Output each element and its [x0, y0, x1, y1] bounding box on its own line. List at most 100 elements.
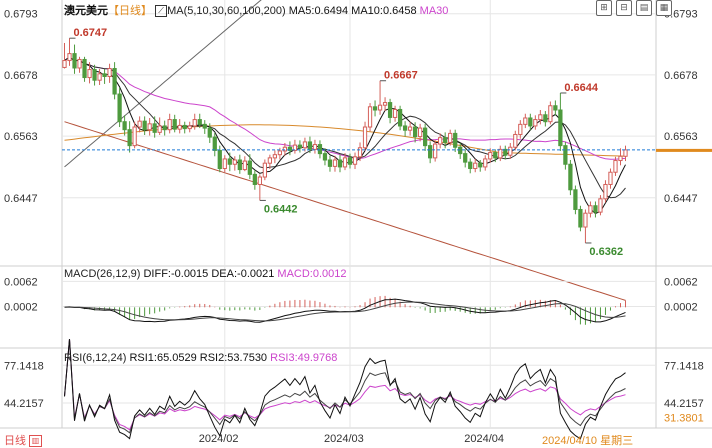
- candle-body[interactable]: [468, 161, 473, 170]
- candle-body[interactable]: [117, 93, 122, 123]
- candle-body[interactable]: [302, 141, 308, 149]
- candle-body[interactable]: [412, 126, 418, 138]
- candle-body[interactable]: [72, 53, 77, 69]
- candle-body[interactable]: [237, 159, 242, 171]
- candle-body[interactable]: [563, 145, 568, 165]
- bar-chart-icon[interactable]: ▥: [29, 435, 43, 448]
- candle-body[interactable]: [327, 159, 333, 167]
- candle-body[interactable]: [137, 120, 142, 128]
- candle-body[interactable]: [272, 154, 278, 159]
- candle-body[interactable]: [62, 60, 67, 68]
- candle-body[interactable]: [292, 144, 298, 151]
- candle-body[interactable]: [312, 144, 318, 150]
- candle-body[interactable]: [488, 152, 493, 160]
- macd-title[interactable]: MACD(26,12,9): [64, 268, 141, 280]
- candle-body[interactable]: [217, 149, 222, 170]
- candle-body[interactable]: [222, 158, 227, 170]
- candle-body[interactable]: [202, 123, 207, 129]
- indicator-icon[interactable]: ▤: [636, 0, 652, 16]
- more-options-icon[interactable]: ▦: [656, 0, 672, 16]
- candle-body[interactable]: [493, 152, 498, 159]
- candle-body[interactable]: [593, 205, 598, 213]
- candle-body[interactable]: [212, 136, 217, 151]
- candle-body[interactable]: [407, 126, 413, 131]
- crosshair-icon[interactable]: ⊞: [596, 0, 612, 16]
- candle-body[interactable]: [207, 127, 212, 138]
- candle-body[interactable]: [167, 119, 172, 131]
- candle-body[interactable]: [463, 153, 468, 163]
- candle-body[interactable]: [392, 108, 398, 118]
- candle-body[interactable]: [583, 212, 588, 228]
- candle-body[interactable]: [157, 125, 162, 133]
- candle-body[interactable]: [608, 171, 613, 185]
- candle-body[interactable]: [528, 117, 533, 127]
- candle-body[interactable]: [397, 108, 403, 127]
- symbol-label[interactable]: 澳元美元: [64, 5, 108, 17]
- candle-body[interactable]: [317, 144, 323, 155]
- candle-body[interactable]: [342, 157, 348, 168]
- candle-body[interactable]: [362, 126, 368, 149]
- ma-settings-icon[interactable]: ⟋: [155, 5, 168, 18]
- candle-body[interactable]: [247, 160, 252, 175]
- candle-body[interactable]: [282, 146, 288, 152]
- candle-body[interactable]: [418, 127, 423, 138]
- candle-body[interactable]: [498, 148, 503, 159]
- candle-body[interactable]: [357, 147, 363, 158]
- candle-body[interactable]: [307, 141, 313, 150]
- candle-body[interactable]: [448, 132, 453, 143]
- candle-body[interactable]: [277, 150, 283, 156]
- candle-body[interactable]: [177, 124, 182, 130]
- candle-body[interactable]: [423, 127, 428, 147]
- candle-body[interactable]: [102, 73, 107, 77]
- candle-body[interactable]: [618, 155, 623, 162]
- candle-body[interactable]: [443, 137, 448, 143]
- candle-body[interactable]: [503, 148, 508, 156]
- candle-body[interactable]: [107, 68, 112, 77]
- candle-body[interactable]: [347, 157, 353, 165]
- candle-body[interactable]: [182, 124, 187, 130]
- candle-body[interactable]: [588, 205, 593, 214]
- candle-body[interactable]: [367, 106, 373, 128]
- candle-body[interactable]: [578, 208, 583, 228]
- candle-body[interactable]: [438, 137, 443, 145]
- candle-body[interactable]: [623, 149, 628, 157]
- candle-body[interactable]: [523, 117, 528, 125]
- candle-body[interactable]: [267, 157, 272, 164]
- candle-body[interactable]: [533, 119, 538, 127]
- candle-body[interactable]: [162, 125, 167, 131]
- candle-body[interactable]: [613, 160, 618, 173]
- candle-body[interactable]: [227, 158, 232, 165]
- candle-body[interactable]: [287, 146, 293, 151]
- candle-body[interactable]: [573, 189, 578, 210]
- candle-body[interactable]: [187, 125, 192, 130]
- candle-body[interactable]: [558, 109, 563, 147]
- candle-body[interactable]: [543, 114, 548, 123]
- candle-body[interactable]: [402, 125, 408, 131]
- candle-body[interactable]: [252, 173, 257, 185]
- candle-body[interactable]: [132, 126, 137, 147]
- candle-body[interactable]: [332, 159, 338, 167]
- candle-body[interactable]: [387, 102, 393, 118]
- candle-body[interactable]: [192, 119, 197, 127]
- candle-body[interactable]: [122, 121, 127, 131]
- candle-body[interactable]: [568, 163, 573, 191]
- candle-body[interactable]: [372, 106, 378, 111]
- rsi-title[interactable]: RSI(6,12,24): [64, 352, 127, 364]
- candle-body[interactable]: [262, 162, 267, 178]
- candle-body[interactable]: [97, 73, 102, 81]
- candle-body[interactable]: [82, 58, 87, 79]
- candle-body[interactable]: [142, 120, 147, 131]
- candle-body[interactable]: [232, 159, 237, 165]
- candle-body[interactable]: [518, 123, 523, 135]
- candle-body[interactable]: [473, 162, 478, 170]
- candle-body[interactable]: [548, 105, 553, 123]
- candle-body[interactable]: [513, 133, 518, 148]
- candle-body[interactable]: [67, 53, 72, 62]
- candle-body[interactable]: [297, 144, 303, 149]
- candle-body[interactable]: [453, 132, 458, 148]
- candle-body[interactable]: [77, 58, 82, 69]
- candle-body[interactable]: [508, 146, 513, 156]
- candle-body[interactable]: [337, 159, 343, 168]
- candle-body[interactable]: [322, 153, 328, 161]
- drawing-tools-icon[interactable]: ⊟: [616, 0, 632, 16]
